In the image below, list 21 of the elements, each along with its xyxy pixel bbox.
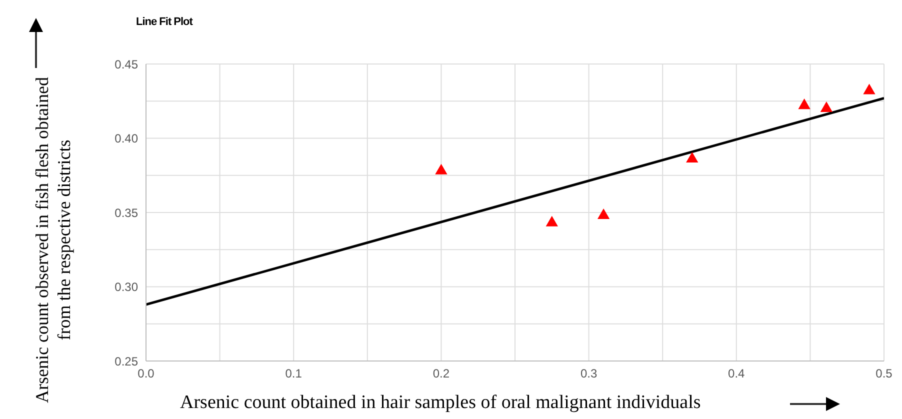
x-tick-label: 0.3 <box>580 366 598 381</box>
y-tick-label: 0.45 <box>114 57 138 72</box>
x-axis-title: Arsenic count obtained in hair samples of oral malignant individuals <box>180 392 701 414</box>
y-tick-label: 0.30 <box>114 280 138 294</box>
point <box>820 102 833 112</box>
x-tick-label: 0.2 <box>432 366 450 381</box>
point <box>686 152 698 163</box>
x-tick-label: 0.0 <box>138 366 155 381</box>
point <box>597 208 610 219</box>
point <box>546 216 558 226</box>
point <box>863 84 876 94</box>
point <box>435 164 448 174</box>
x-tick-label: 0.4 <box>728 366 746 381</box>
y-tick-label: 0.40 <box>114 132 138 146</box>
point <box>798 98 810 110</box>
x-tick-label: 0.1 <box>285 366 302 381</box>
y-axis-title: Arsenic count observed in fish flesh obtained from the respective districts <box>31 76 75 405</box>
x-tick-label: 0.5 <box>876 366 893 381</box>
y-tick-label: 0.35 <box>114 206 138 220</box>
y-tick-label: 0.25 <box>114 354 138 368</box>
chart-title: Line Fit Plot <box>136 16 192 28</box>
